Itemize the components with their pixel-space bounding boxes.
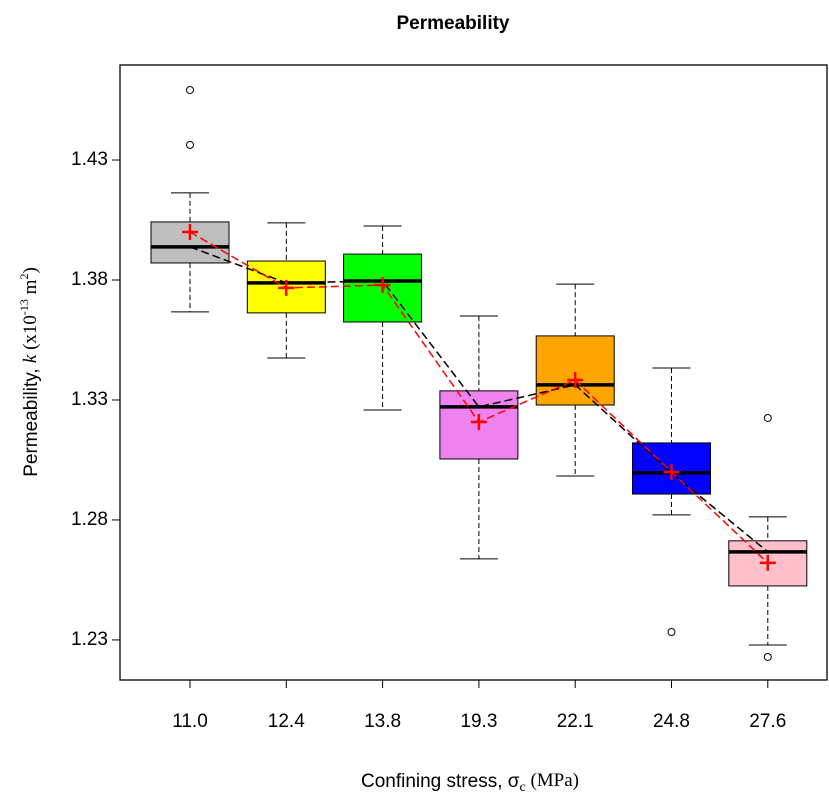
y-tick-label: 1.38 [71, 269, 108, 290]
mean-marker [663, 463, 680, 480]
mean-marker [182, 224, 198, 241]
x-tick-label: 19.3 [460, 711, 497, 732]
x-label-sub: c [519, 780, 525, 795]
y-label-sup: -13 [17, 299, 31, 315]
mean-marker [278, 279, 295, 296]
x-tick-label: 24.8 [653, 711, 690, 732]
y-label-part: m [20, 279, 41, 299]
outlier [763, 413, 772, 422]
y-tick-label: 1.28 [71, 509, 108, 530]
outlier [186, 85, 194, 94]
box [535, 335, 615, 406]
y-tick-label: 1.33 [71, 389, 108, 410]
y-label-part: ) [20, 267, 41, 273]
y-axis-label: Permeability, k (x10-13 m2) [17, 267, 42, 477]
y-label-part: (x10 [20, 315, 41, 355]
y-label-sup: 2 [17, 274, 31, 280]
y-tick-label: 1.43 [71, 149, 108, 170]
plot-frame [119, 64, 828, 681]
x-tick-label: 13.8 [364, 711, 401, 732]
x-tick-label: 11.0 [172, 711, 208, 732]
x-tick-label: 12.4 [268, 711, 305, 732]
outlier [763, 652, 772, 661]
x-tick-label: 22.1 [557, 711, 594, 732]
x-tick-label: 27.6 [749, 711, 786, 732]
mean-marker [759, 554, 776, 571]
x-axis-label: Confining stress, σc (MPa) [361, 770, 579, 795]
x-label-part: Confining stress, σ [361, 771, 520, 792]
outlier [186, 140, 194, 149]
y-tick-label: 1.23 [71, 629, 108, 650]
outlier [667, 628, 676, 637]
mean-marker [567, 372, 584, 389]
chart-title: Permeability [397, 13, 510, 34]
y-label-part: Permeability, [21, 363, 42, 477]
box [728, 540, 808, 587]
mean-marker [374, 277, 391, 294]
mean-marker [470, 414, 487, 431]
x-label-part: (MPa) [526, 770, 579, 791]
y-label-part: k [20, 354, 41, 363]
